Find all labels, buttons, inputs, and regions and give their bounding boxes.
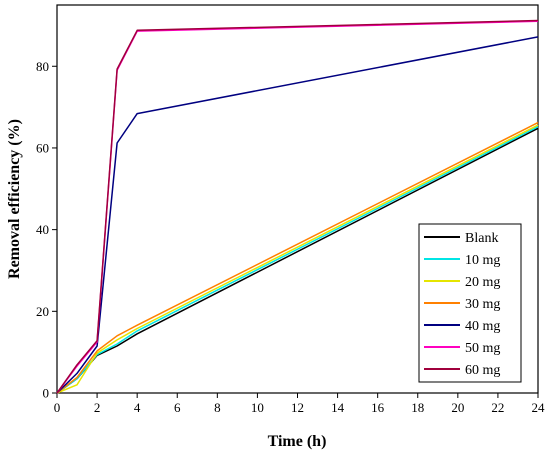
legend-label: 30 mg [465,297,500,312]
x-tick-label: 6 [174,400,181,415]
series-line-10-mg [56,126,539,394]
legend: Blank 10 mg 20 mg 30 mg 40 mg 50 mg 60 mg [418,223,522,383]
y-tick-label: 80 [36,59,49,74]
x-tick-label: 22 [491,400,504,415]
y-tick-label: 40 [36,222,49,237]
y-tick-label: 60 [36,140,49,155]
legend-label: Blank [465,231,498,246]
x-tick-label: 0 [54,400,61,415]
x-tick-label: 10 [251,400,264,415]
y-axis-title: Removal efficiency (%) [6,119,23,279]
x-tick-label: 2 [94,400,101,415]
x-tick-label: 12 [291,400,304,415]
series-line-40-mg [56,36,539,394]
legend-label: 60 mg [465,363,500,378]
x-tick-label: 16 [371,400,385,415]
y-tick-label: 0 [43,386,50,401]
series-line-30-mg [56,121,539,394]
x-axis-title: Time (h) [268,433,327,450]
y-tick-label: 20 [36,304,49,319]
series-line-60-mg [56,19,539,394]
legend-label: 10 mg [465,253,500,268]
series-line-20-mg [56,124,539,394]
x-tick-label: 14 [331,400,345,415]
x-tick-label: 4 [134,400,141,415]
x-tick-label: 20 [451,400,464,415]
x-tick-label: 8 [214,400,221,415]
series-lines [56,19,539,394]
legend-label: 50 mg [465,341,500,356]
x-tick-label: 24 [532,400,546,415]
x-tick-label: 18 [411,400,424,415]
legend-label: 20 mg [465,275,500,290]
legend-label: 40 mg [465,319,500,334]
